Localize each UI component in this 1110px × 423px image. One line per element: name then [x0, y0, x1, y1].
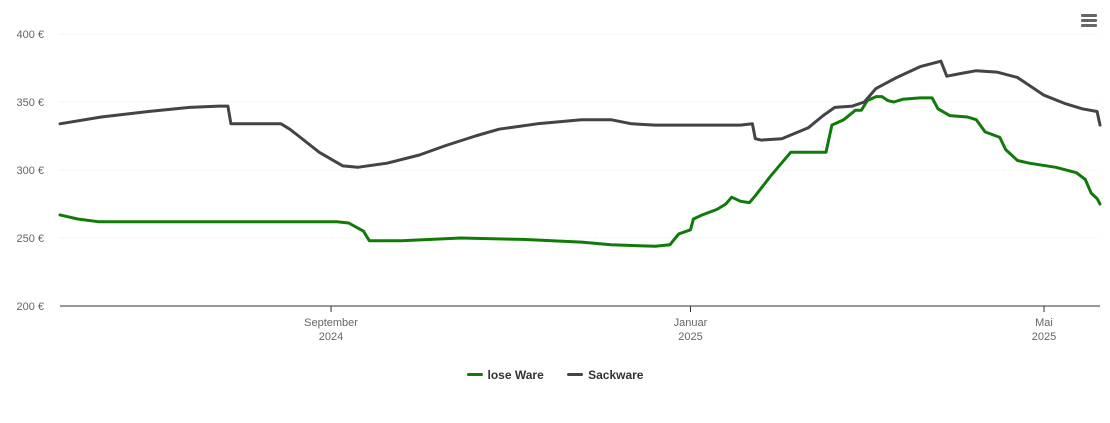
legend-swatch-sackware — [567, 373, 584, 376]
menu-bar — [1081, 19, 1097, 22]
legend-label-sackware: Sackware — [588, 367, 644, 382]
x-tick-label: Januar — [674, 317, 708, 329]
series-lines — [58, 59, 1102, 248]
x-tick-sublabel: 2024 — [319, 331, 343, 343]
y-tick-label: 200 € — [16, 301, 44, 313]
series-line-lose-ware[interactable] — [58, 95, 1102, 248]
x-axis: September 2024 Januar 2025 Mai 2025 — [60, 305, 1100, 343]
y-tick-label: 250 € — [16, 233, 44, 245]
legend-label-lose-ware: lose Ware — [487, 367, 544, 382]
legend: lose Ware Sackware — [0, 365, 1110, 382]
menu-bar — [1081, 24, 1097, 27]
legend-item-sackware[interactable]: Sackware — [567, 368, 643, 382]
legend-item-lose-ware[interactable]: lose Ware — [466, 367, 544, 382]
legend-swatch-lose-ware — [466, 373, 483, 376]
y-tick-label: 400 € — [16, 29, 44, 41]
x-tick-label: September — [304, 317, 358, 329]
x-tick-label: Mai — [1035, 317, 1053, 329]
hamburger-menu-icon[interactable] — [1078, 12, 1100, 32]
y-axis: 200 € 250 € 300 € 350 € 400 € — [16, 29, 44, 313]
menu-bar — [1081, 14, 1097, 17]
y-tick-label: 350 € — [16, 97, 44, 109]
x-tick-sublabel: 2025 — [1032, 331, 1056, 343]
series-line-sackware[interactable] — [58, 59, 1102, 169]
y-tick-label: 300 € — [16, 165, 44, 177]
x-tick-sublabel: 2025 — [678, 331, 702, 343]
grid-lines — [60, 33, 1100, 239]
